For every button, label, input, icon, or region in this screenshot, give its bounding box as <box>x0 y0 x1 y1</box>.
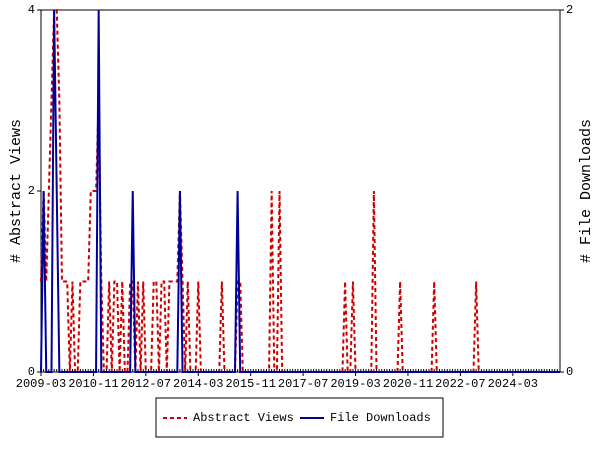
legend-label: Abstract Views <box>193 411 294 425</box>
series-line <box>40 9 560 373</box>
x-tick-label: 2010-11 <box>68 377 118 391</box>
x-tick-label: 2009-03 <box>16 377 66 391</box>
legend-label: File Downloads <box>330 411 431 425</box>
y-tick-label: 0 <box>28 365 35 379</box>
y2-tick-label: 2 <box>566 3 573 17</box>
x-tick-label: 2014-03 <box>173 377 223 391</box>
y-tick-label: 4 <box>28 3 35 17</box>
legend <box>155 397 444 438</box>
x-tick-label: 2012-07 <box>121 377 171 391</box>
y-tick-label: 2 <box>28 184 35 198</box>
plot-area <box>40 9 561 373</box>
x-tick-label: 2022-07 <box>435 377 485 391</box>
x-tick-label: 2019-03 <box>330 377 380 391</box>
y-axis-title: # Abstract Views <box>8 119 25 263</box>
y2-axis-title: # File Downloads <box>578 119 595 263</box>
x-tick-label: 2015-11 <box>225 377 275 391</box>
x-tick-label: 2024-03 <box>488 377 538 391</box>
x-tick-label: 2017-07 <box>278 377 328 391</box>
x-tick-label: 2020-11 <box>383 377 433 391</box>
y2-tick-label: 0 <box>566 365 573 379</box>
